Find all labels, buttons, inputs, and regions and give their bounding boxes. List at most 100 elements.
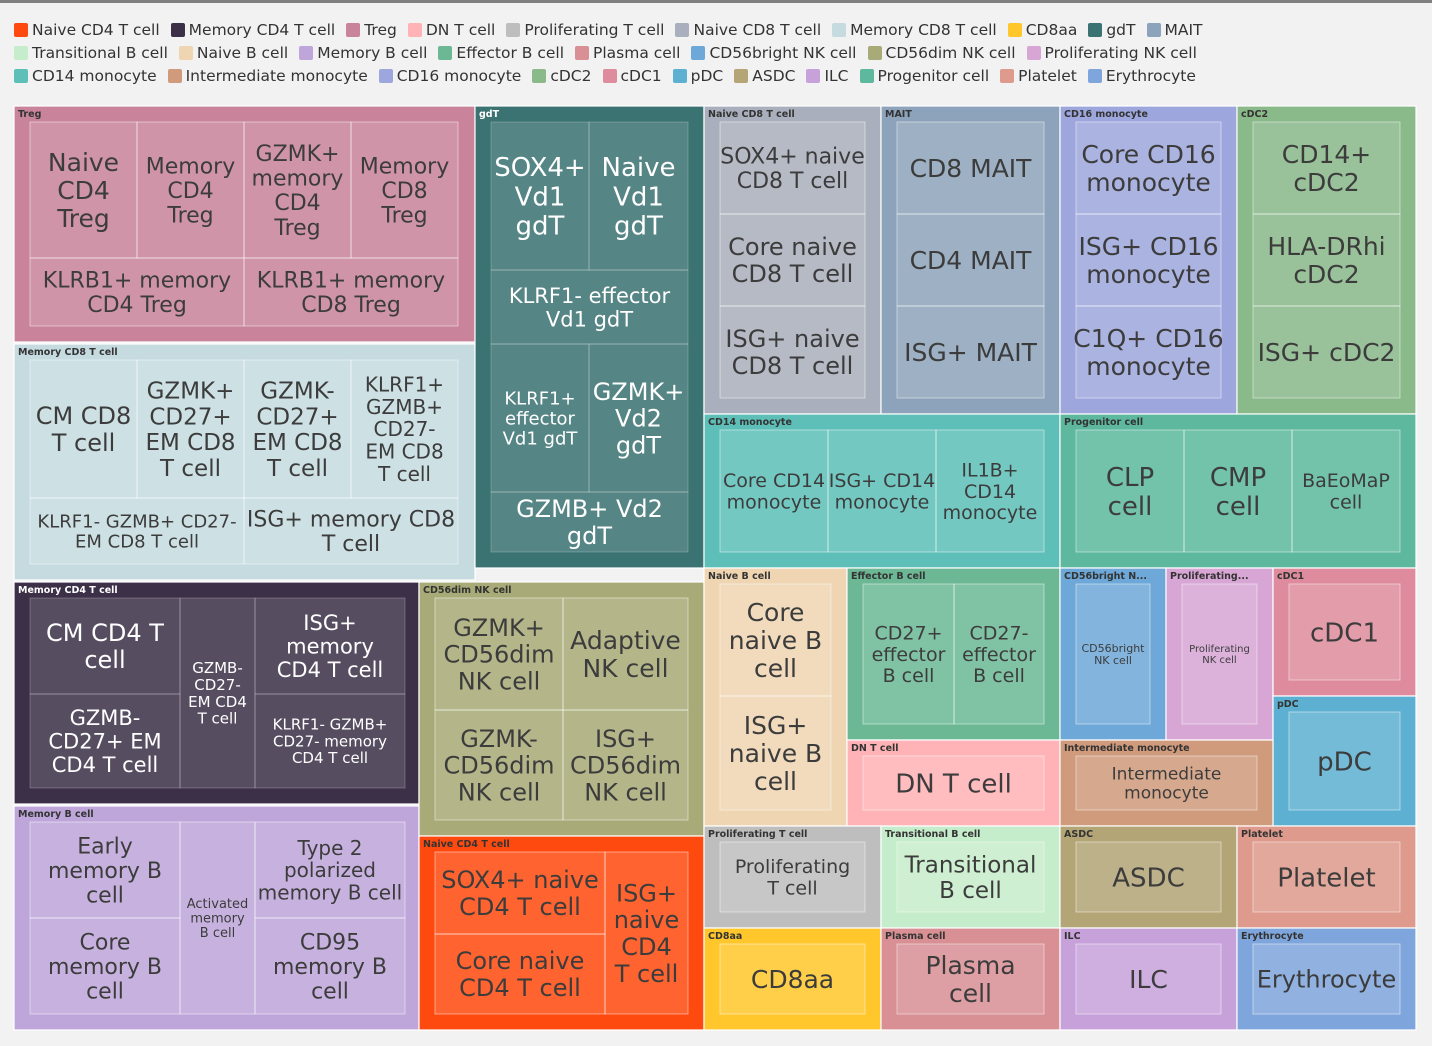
cell-label: KLRF1- effector Vd1 gdT [509, 284, 671, 332]
cell-rect [434, 709, 564, 821]
legend-item-intermediate-monocyte: Intermediate monocyte [167, 67, 368, 85]
category-rect [703, 567, 848, 827]
cell-label: ISG+ naive CD4 T cell [614, 879, 680, 988]
category-label: CD8aa [708, 931, 742, 942]
cell-rect [896, 841, 1045, 913]
category-cd8aa: CD8aa CD8aa [703, 927, 882, 1031]
legend-label: CD56dim NK cell [885, 43, 1016, 62]
cell-rect [719, 583, 832, 697]
cell-label: KLRB1+ memory CD4 Treg [43, 269, 231, 319]
category-label: CD14 monocyte [708, 417, 792, 428]
cell-label: C1Q+ CD16 monocyte [1073, 324, 1223, 381]
category-rect [1059, 825, 1238, 929]
legend-item-naive-b-cell: Naive B cell [178, 44, 288, 62]
legend-label: Plasma cell [593, 43, 681, 62]
cell-proliferating-t-cell: Proliferating T cell [719, 841, 866, 913]
cell-label: CD56bright NK cell [1082, 642, 1146, 667]
category-pdc: pDC pDC [1272, 695, 1417, 827]
cell-rect [827, 429, 937, 553]
category-dn-t-cell: DN T cell DN T cell [846, 739, 1061, 827]
cell-adaptive-nk-cell: Adaptive NK cell [562, 597, 689, 711]
category-rect [13, 581, 420, 805]
legend-swatch [178, 45, 193, 60]
legend-item-memory-cd4-t-cell: Memory CD4 T cell [170, 21, 335, 39]
cell-rect [434, 597, 564, 711]
cell-rect [29, 693, 181, 789]
legend-swatch [407, 22, 422, 37]
cell-label: ISG+ memory CD8 T cell [247, 508, 455, 558]
cell-label: CD8 MAIT [910, 154, 1033, 183]
cell-gzmb-vd2-gdt: GZMB+ Vd2 gdT [490, 491, 689, 553]
legend-swatch [575, 45, 590, 60]
category-intermediate-monocyte: Intermediate monocyte Intermediate monocyt… [1059, 739, 1274, 827]
cell-rect [434, 933, 606, 1015]
legend-row: CD14 monocyte Intermediate monocyte CD16 m… [14, 64, 1424, 87]
cell-rect [29, 359, 138, 499]
cell-gzmb-cd27-em-cd4-t-cell: GZMB-CD27-EM CD4 T cell [179, 597, 256, 789]
category-naive-cd4-t-cell: Naive CD4 T cell SOX4+ naive CD4 T cell Cor… [418, 835, 705, 1031]
cell-label: Core naive CD4 T cell [456, 947, 585, 1002]
legend-item-transitional-b-cell: Transitional B cell [14, 44, 168, 62]
cell-erythrocyte: Erythrocyte [1252, 943, 1401, 1015]
legend-swatch [867, 45, 882, 60]
cell-rect [29, 497, 245, 565]
cell-rect [862, 583, 955, 725]
legend-item-cd8aa: CD8aa [1007, 21, 1077, 39]
legend-item-progenitor-cell: Progenitor cell [859, 66, 990, 85]
legend-label: Progenitor cell [877, 66, 990, 85]
legend-item-proliferating-t-cell: Proliferating T cell [506, 21, 664, 39]
category-label: Erythrocyte [1241, 931, 1304, 942]
legend-label: ILC [824, 66, 849, 85]
cell-label: Platelet [1277, 863, 1375, 893]
category-erythrocyte: Erythrocyte Erythrocyte [1236, 927, 1417, 1031]
cell-label: Adaptive NK cell [570, 626, 681, 683]
legend-item-ilc: ILC [806, 66, 849, 85]
legend-label: MAIT [1164, 20, 1203, 39]
cell-hla-drhi-cdc2: HLA-DRhi cDC2 [1252, 213, 1401, 307]
cell-memory-cd4-treg: Memory CD4 Treg [136, 121, 245, 259]
cell-isg-cdc2: ISG+ cDC2 [1252, 305, 1401, 399]
cell-rect [243, 359, 352, 499]
cell-rect [719, 121, 866, 215]
category-label: Naive CD8 T cell [708, 109, 795, 120]
legend-swatch [1088, 22, 1103, 37]
legend-label: Transitional B cell [32, 43, 168, 62]
category-label: Proliferating... [1170, 571, 1249, 582]
cell-rect [1183, 429, 1293, 553]
legend-label: pDC [690, 66, 724, 85]
category-rect [1272, 695, 1417, 827]
legend-item-memory-cd8-t-cell: Memory CD8 T cell [832, 21, 997, 39]
cell-rect [1252, 305, 1401, 399]
category-rect [1236, 825, 1417, 929]
cell-label: ISG+ CD56dim NK cell [570, 725, 681, 807]
cell-label: KLRB1+ memory CD8 Treg [257, 269, 445, 319]
cell-label: ISG+ CD16 monocyte [1078, 232, 1218, 289]
legend-item-pdc: pDC [672, 66, 724, 85]
cell-klrf1-gzmb-cd27-em-cd8-t-cell: KLRF1+ GZMB+ CD27-EM CD8 T cell [350, 359, 459, 499]
category-label: cDC1 [1277, 571, 1304, 582]
cell-label: ISG+ MAIT [904, 338, 1038, 367]
cell-rect [254, 917, 406, 1015]
legend-swatch [14, 68, 28, 83]
cell-label: Plasma cell [925, 951, 1015, 1008]
legend-swatch [438, 45, 453, 60]
cell-label: SOX4+ naive CD4 T cell [441, 866, 599, 921]
category-rect [474, 105, 705, 569]
category-label: Naive CD4 T cell [423, 839, 510, 850]
cell-rect [719, 841, 866, 913]
cell-baeomap-cell: BaEoMaP cell [1291, 429, 1401, 553]
category-plasma-cell: Plasma cell Plasma cell [880, 927, 1061, 1031]
legend-item-cd14-monocyte: CD14 monocyte [14, 67, 157, 85]
cell-pdc: pDC [1288, 711, 1401, 811]
cell-rect [1075, 429, 1185, 553]
legend-item-naive-cd8-t-cell: Naive CD8 T cell [675, 21, 821, 39]
cell-label: GZMK+ Vd2 gdT [593, 378, 685, 460]
legend-label: Naive CD4 T cell [32, 20, 160, 39]
category-cd56bright-nk-cell: CD56bright N... CD56bright NK cell [1059, 567, 1167, 741]
cell-label: IL1B+ CD14 monocyte [943, 460, 1038, 525]
